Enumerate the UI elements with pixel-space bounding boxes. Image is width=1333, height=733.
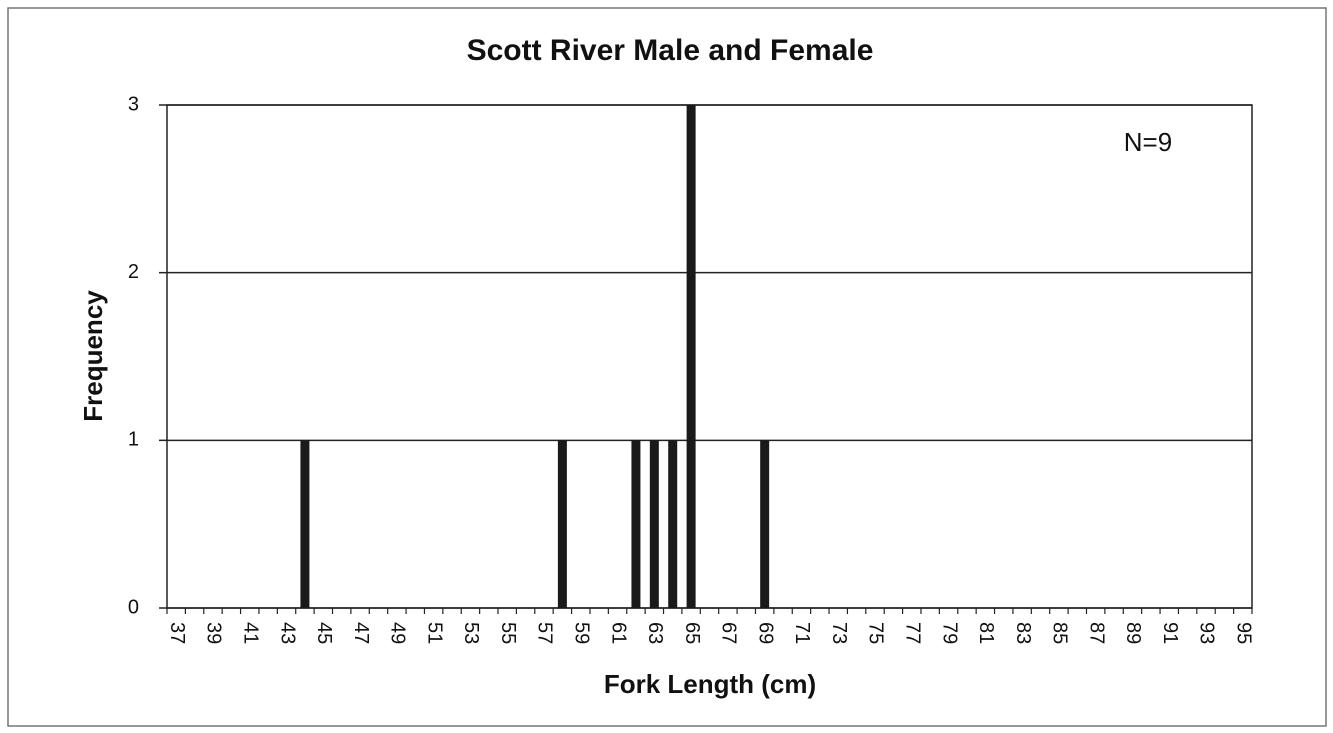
y-tick-label: 2 [128,261,139,283]
x-tick-label: 67 [718,622,740,644]
bar [668,440,678,608]
x-axis-label: Fork Length (cm) [604,669,816,699]
x-tick-label: 59 [570,622,592,644]
x-tick-label: 45 [313,622,335,644]
x-tick-label: 81 [975,622,997,644]
bar [557,440,567,608]
x-tick-label: 89 [1122,622,1144,644]
plot-area [166,104,1253,609]
x-tick-label: 91 [1159,622,1181,644]
x-tick-label: 93 [1196,622,1218,644]
bar [649,440,659,608]
y-axis-label: Frequency [78,290,108,422]
annotation: N=9 [1124,127,1172,157]
x-tick-label: 65 [681,622,703,644]
bar [686,105,696,608]
bar [631,440,641,608]
x-tick-label: 85 [1049,622,1071,644]
chart-frame [7,7,1327,727]
x-tick-label: 63 [644,622,666,644]
x-tick-label: 55 [497,622,519,644]
x-tick-label: 83 [1012,622,1034,644]
bar [760,440,770,608]
x-tick-label: 77 [902,622,924,644]
x-tick-label: 95 [1233,622,1255,644]
x-tick-label: 51 [423,622,445,644]
x-tick-label: 57 [534,622,556,644]
chart-title: Scott River Male and Female [467,34,874,67]
x-tick-label: 79 [938,622,960,644]
y-tick-label: 1 [128,429,139,451]
x-tick-label: 47 [350,622,372,644]
y-tick-label: 3 [128,93,139,115]
x-tick-label: 39 [203,622,225,644]
x-tick-label: 71 [791,622,813,644]
x-tick-label: 75 [865,622,887,644]
x-tick-label: 69 [754,622,776,644]
y-tick-label: 0 [128,596,139,618]
x-tick-label: 61 [607,622,629,644]
x-tick-label: 43 [276,622,298,644]
x-tick-label: 49 [387,622,409,644]
x-tick-label: 41 [239,622,261,644]
x-tick-label: 53 [460,622,482,644]
x-tick-label: 37 [166,622,188,644]
x-tick-label: 87 [1085,622,1107,644]
bar [300,440,310,608]
x-tick-label: 73 [828,622,850,644]
